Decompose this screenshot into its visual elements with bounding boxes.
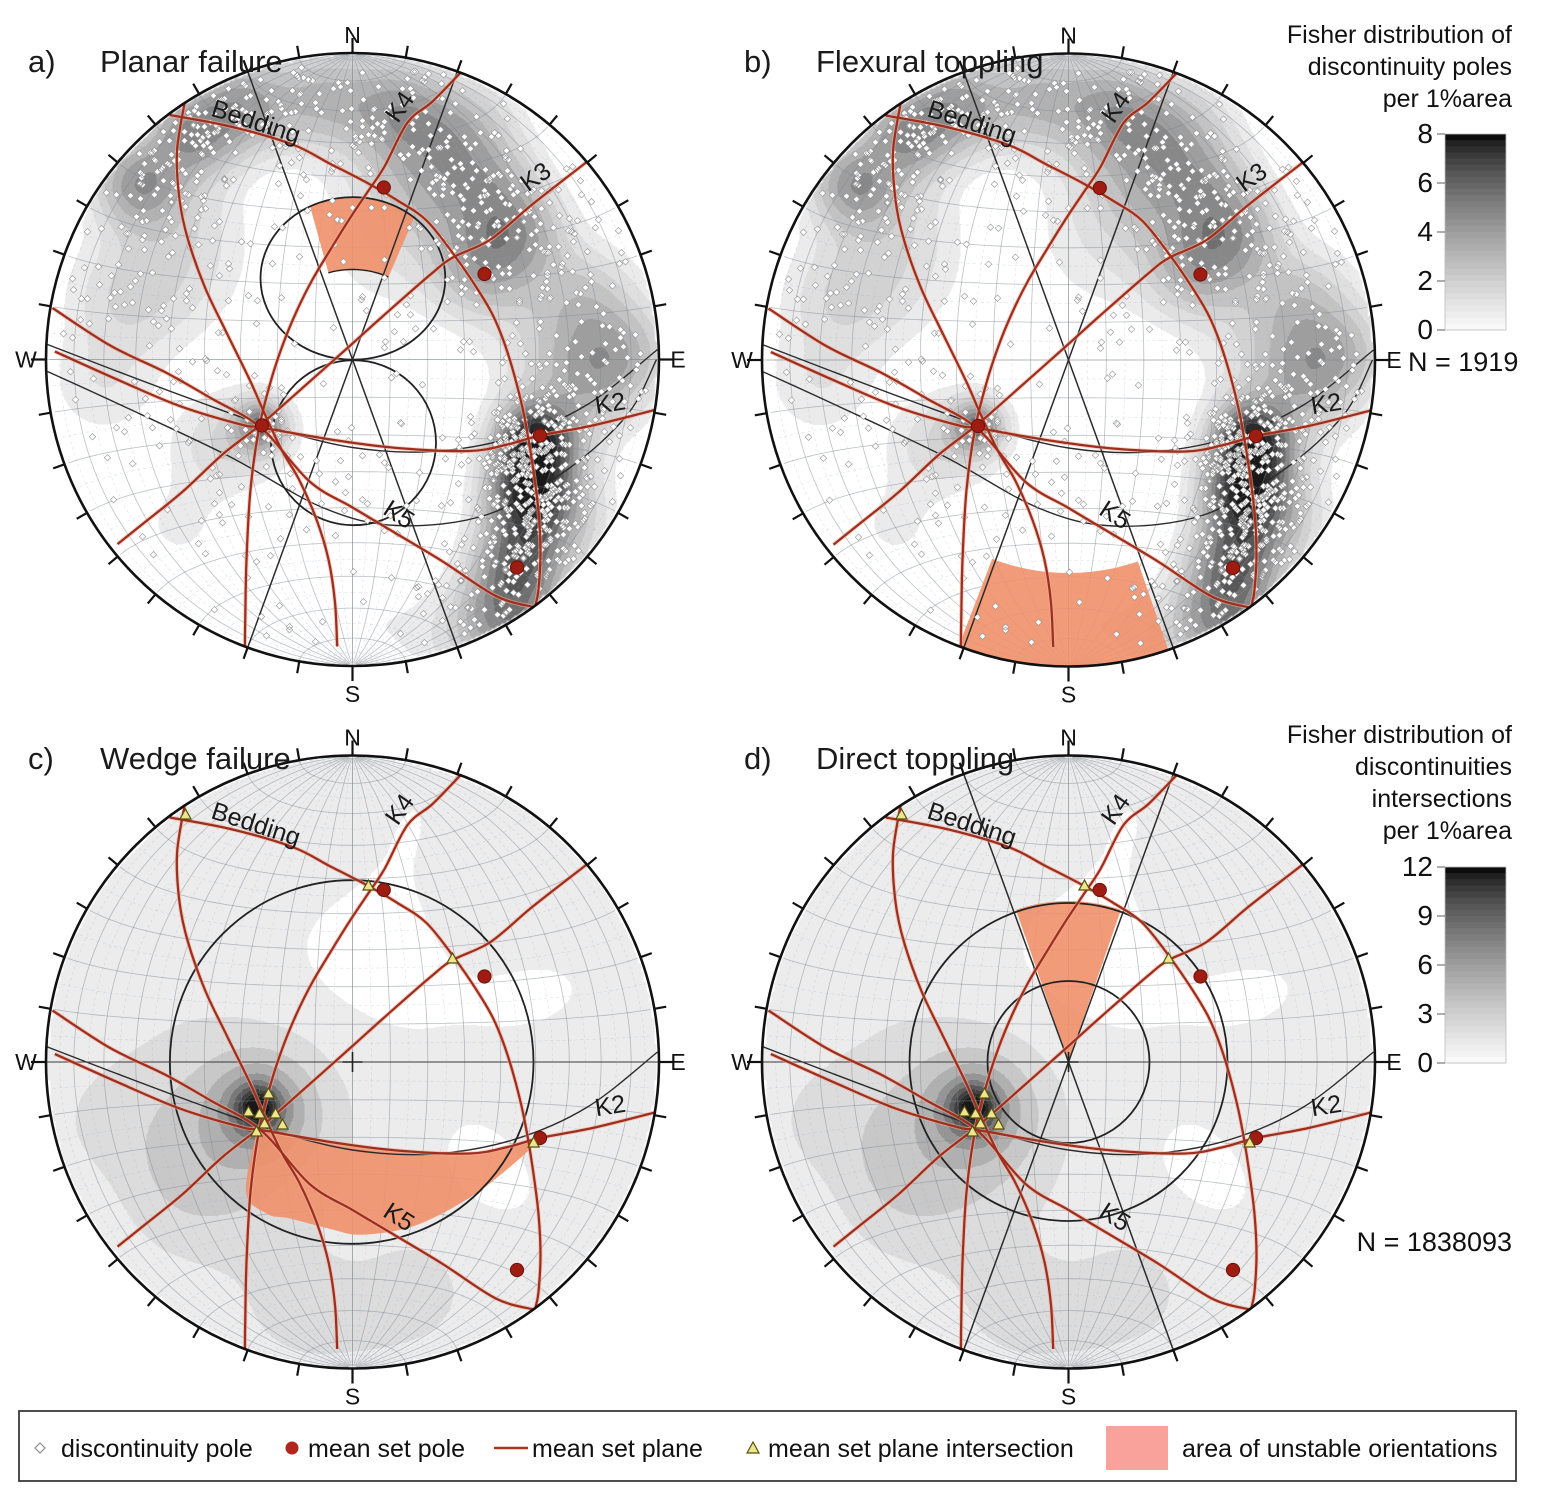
svg-text:K2: K2 <box>593 1090 628 1122</box>
svg-text:discontinuity pole: discontinuity pole <box>61 1435 253 1463</box>
svg-text:mean set plane: mean set plane <box>532 1435 703 1463</box>
svg-text:Flexural toppling: Flexural toppling <box>816 44 1043 79</box>
svg-text:N = 1838093: N = 1838093 <box>1357 1227 1512 1257</box>
svg-text:Wedge failure: Wedge failure <box>100 741 291 776</box>
svg-text:per 1%area: per 1%area <box>1383 817 1512 845</box>
svg-text:mean set plane intersection: mean set plane intersection <box>768 1435 1074 1463</box>
svg-text:K2: K2 <box>593 387 628 419</box>
svg-text:3: 3 <box>1417 998 1433 1029</box>
svg-text:0: 0 <box>1417 1047 1433 1078</box>
svg-text:mean set pole: mean set pole <box>308 1435 465 1463</box>
svg-text:K2: K2 <box>1309 388 1344 420</box>
svg-text:2: 2 <box>1417 265 1433 296</box>
svg-text:N = 1919: N = 1919 <box>1408 347 1518 377</box>
svg-text:0: 0 <box>1417 314 1433 345</box>
svg-text:8: 8 <box>1417 118 1433 149</box>
svg-text:discontinuity poles: discontinuity poles <box>1308 53 1512 81</box>
svg-text:a): a) <box>28 44 56 79</box>
svg-text:per 1%area: per 1%area <box>1383 85 1512 113</box>
svg-text:Direct toppling: Direct toppling <box>816 741 1014 776</box>
svg-text:9: 9 <box>1417 900 1433 931</box>
svg-text:c): c) <box>28 741 54 776</box>
svg-text:b): b) <box>744 44 772 79</box>
svg-text:discontinuities: discontinuities <box>1355 753 1512 781</box>
svg-text:6: 6 <box>1417 167 1433 198</box>
svg-text:Fisher distribution of: Fisher distribution of <box>1287 721 1512 749</box>
svg-text:6: 6 <box>1417 949 1433 980</box>
svg-text:K2: K2 <box>1309 1090 1344 1122</box>
svg-text:12: 12 <box>1402 851 1433 882</box>
svg-text:d): d) <box>744 741 772 776</box>
svg-text:intersections: intersections <box>1372 785 1512 813</box>
svg-text:area of unstable orientations: area of unstable orientations <box>1182 1435 1498 1463</box>
svg-text:Fisher distribution of: Fisher distribution of <box>1287 21 1512 49</box>
svg-text:Planar failure: Planar failure <box>100 44 283 79</box>
svg-text:4: 4 <box>1417 216 1433 247</box>
